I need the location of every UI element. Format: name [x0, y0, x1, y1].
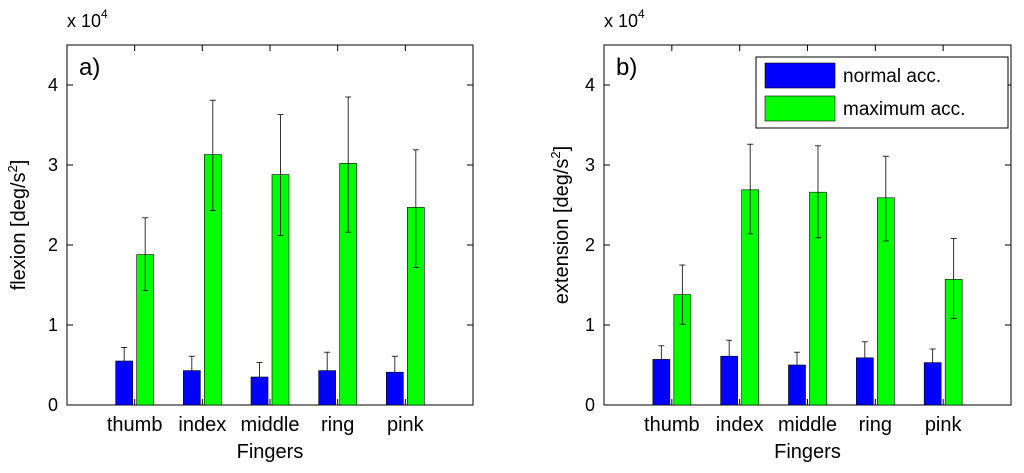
- y-tick-label: 4: [585, 75, 595, 95]
- x-tick-label-ring: ring: [859, 414, 892, 436]
- x-tick-label-pink: pink: [387, 414, 425, 436]
- chart-panel-b: 0 1 2 3 4 thumb index middle ring pink b) x 104 Fing…: [548, 7, 1012, 463]
- y-tick-label: 0: [48, 395, 58, 415]
- panel-label: b): [616, 54, 637, 81]
- y-tick-label: 2: [48, 235, 58, 255]
- bar-normal-index: [183, 370, 201, 406]
- y-axis-label: extension [deg/s2]: [548, 146, 573, 304]
- x-tick-label-thumb: thumb: [644, 414, 700, 436]
- x-tick-label-pink: pink: [925, 414, 963, 436]
- bar-normal-thumb: [115, 360, 133, 406]
- x-axis-label: Fingers: [237, 441, 304, 463]
- x-axis-label: Fingers: [774, 441, 841, 463]
- y-multiplier: x 104: [604, 7, 645, 31]
- y-multiplier: x 104: [67, 7, 108, 31]
- x-tick-label-middle: middle: [241, 414, 300, 436]
- y-tick-label: 2: [585, 235, 595, 255]
- legend-swatch-maximum: [764, 95, 836, 122]
- x-tick-label-middle: middle: [778, 414, 837, 436]
- y-tick-label: 3: [48, 155, 58, 175]
- chart-panel-a: 0 1 2 3 4 thumb index middle ring pink a) x 104 Fing…: [5, 7, 474, 463]
- legend: normal acc. maximum acc.: [755, 56, 1009, 129]
- bar-normal-pink: [923, 362, 942, 406]
- legend-swatch-normal: [764, 62, 836, 89]
- bar-normal-ring: [318, 370, 336, 406]
- bar-normal-pink: [386, 371, 404, 406]
- y-axis-label: flexion [deg/s2]: [5, 160, 30, 291]
- legend-label-maximum: maximum acc.: [843, 99, 965, 120]
- x-tick-label-ring: ring: [321, 414, 354, 436]
- y-tick-label: 1: [48, 315, 58, 335]
- x-tick-label-index: index: [178, 414, 226, 436]
- bar-normal-index: [720, 355, 738, 406]
- bar-normal-ring: [856, 357, 874, 406]
- y-tick-label: 0: [585, 395, 595, 415]
- x-tick-label-thumb: thumb: [107, 414, 163, 436]
- plot-area: [66, 44, 474, 406]
- panel-label: a): [79, 54, 100, 81]
- y-tick-label: 4: [48, 75, 58, 95]
- bar-normal-middle: [250, 376, 269, 406]
- bar-normal-middle: [788, 364, 806, 406]
- bar-normal-thumb: [652, 359, 671, 406]
- legend-label-normal: normal acc.: [843, 66, 941, 87]
- x-tick-label-index: index: [716, 414, 764, 436]
- y-tick-label: 3: [585, 155, 595, 175]
- y-tick-label: 1: [585, 315, 595, 335]
